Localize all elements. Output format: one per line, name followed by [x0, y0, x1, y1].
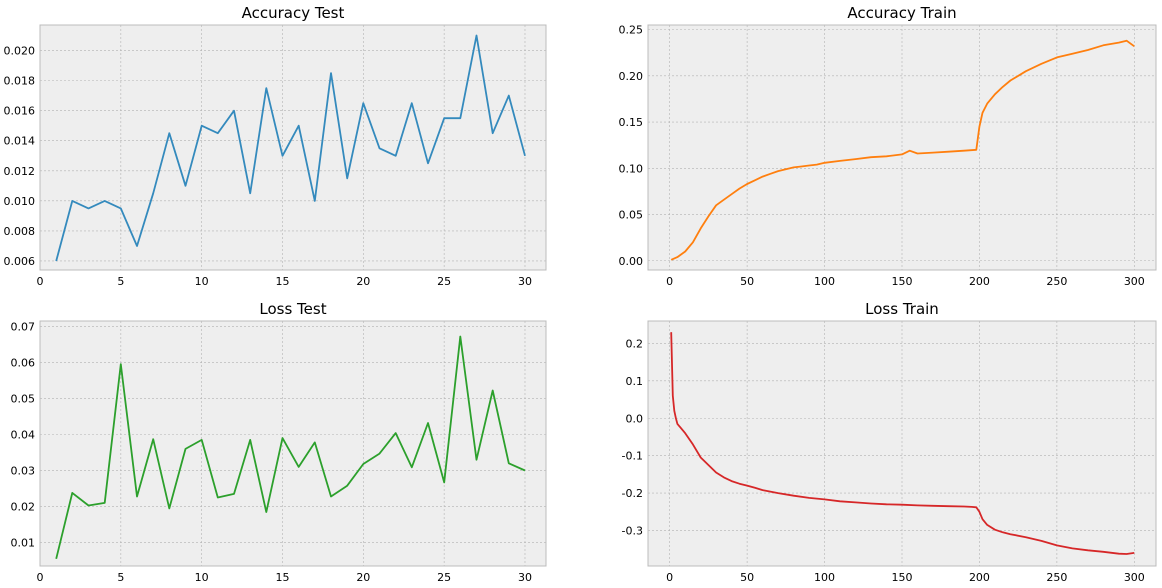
y-tick-label: 0.006 [4, 255, 36, 268]
y-tick-label: 0.05 [11, 392, 36, 405]
x-tick-label: 0 [37, 275, 44, 288]
x-tick-label: 250 [1046, 571, 1067, 584]
x-tick-label: 15 [275, 275, 289, 288]
x-tick-label: 300 [1124, 571, 1145, 584]
chart-accuracy-test: 0 5 10 15 20 25 30 0.006 0.008 0.010 0.012 0.014 0.0… [4, 4, 547, 288]
x-tick-label: 250 [1046, 275, 1067, 288]
plot-frame [39, 320, 547, 567]
x-tick-label: 0 [666, 275, 673, 288]
y-tick-label: 0.014 [4, 135, 36, 148]
x-tick-label: 50 [740, 275, 754, 288]
x-tick-label: 50 [740, 571, 754, 584]
x-tick-label: 20 [356, 571, 370, 584]
y-tick-label: 0.010 [4, 195, 36, 208]
y-tick-label: 0.2 [626, 337, 644, 350]
x-tick-label: 20 [356, 275, 370, 288]
y-tick-label: 0.01 [11, 537, 36, 550]
x-tick-label: 10 [195, 571, 209, 584]
x-tick-label: 0 [666, 571, 673, 584]
x-tick-label: 5 [117, 571, 124, 584]
y-tick-label: 0.06 [11, 356, 36, 369]
x-tick-label: 100 [814, 275, 835, 288]
plot-frame [647, 24, 1157, 271]
x-tick-label: 30 [518, 275, 532, 288]
x-tick-label: 30 [518, 571, 532, 584]
plot-frame [647, 320, 1157, 567]
y-tick-label: -0.3 [622, 524, 643, 537]
chart-title: Loss Train [865, 300, 939, 318]
y-tick-label: 0.02 [11, 501, 36, 514]
x-tick-label: 200 [969, 571, 990, 584]
series-line [670, 332, 1135, 555]
y-tick-label: 0.25 [619, 24, 644, 37]
plot-area [40, 25, 546, 270]
chart-title: Accuracy Train [847, 4, 956, 22]
plot-area [40, 321, 546, 566]
x-tick-label: 150 [892, 571, 913, 584]
y-tick-label: 0.03 [11, 465, 36, 478]
y-tick-label: 0.00 [619, 255, 644, 268]
y-tick-label: -0.2 [622, 487, 643, 500]
chart-loss-train: 0 50 100 150 200 250 300 -0.3 -0.2 -0.1 0.0 0.1 0.2 L… [622, 300, 1157, 584]
x-tick-label: 200 [969, 275, 990, 288]
y-tick-label: 0.1 [626, 375, 644, 388]
y-tick-label: 0.10 [619, 162, 644, 175]
y-tick-label: 0.016 [4, 105, 36, 118]
y-tick-label: 0.018 [4, 75, 36, 88]
x-tick-label: 100 [814, 571, 835, 584]
y-tick-label: 0.04 [11, 428, 36, 441]
chart-loss-test: 0 5 10 15 20 25 30 0.01 0.02 0.03 0.04 0.05 0.06 0.07… [11, 300, 547, 584]
chart-title: Accuracy Test [242, 4, 345, 22]
x-tick-label: 300 [1124, 275, 1145, 288]
y-tick-label: 0.008 [4, 225, 36, 238]
x-tick-label: 25 [437, 571, 451, 584]
y-tick-label: 0.07 [11, 320, 36, 333]
x-tick-label: 10 [195, 275, 209, 288]
y-tick-label: 0.20 [619, 70, 644, 83]
y-tick-label: 0.020 [4, 45, 36, 58]
y-tick-label: 0.0 [626, 412, 644, 425]
x-tick-label: 150 [892, 275, 913, 288]
chart-title: Loss Test [259, 300, 326, 318]
chart-accuracy-train: 0 50 100 150 200 250 300 0.00 0.05 0.10 0.15 0.20 0.… [619, 4, 1157, 288]
y-tick-label: 0.012 [4, 165, 36, 178]
series-line [670, 39, 1135, 261]
plot-frame [39, 24, 547, 271]
x-tick-label: 5 [117, 275, 124, 288]
series-line [55, 34, 526, 262]
y-tick-label: 0.05 [619, 209, 644, 222]
x-tick-label: 0 [37, 571, 44, 584]
y-tick-label: -0.1 [622, 450, 643, 463]
x-tick-label: 15 [275, 571, 289, 584]
series-line [55, 335, 526, 560]
x-tick-label: 25 [437, 275, 451, 288]
y-tick-label: 0.15 [619, 116, 644, 129]
